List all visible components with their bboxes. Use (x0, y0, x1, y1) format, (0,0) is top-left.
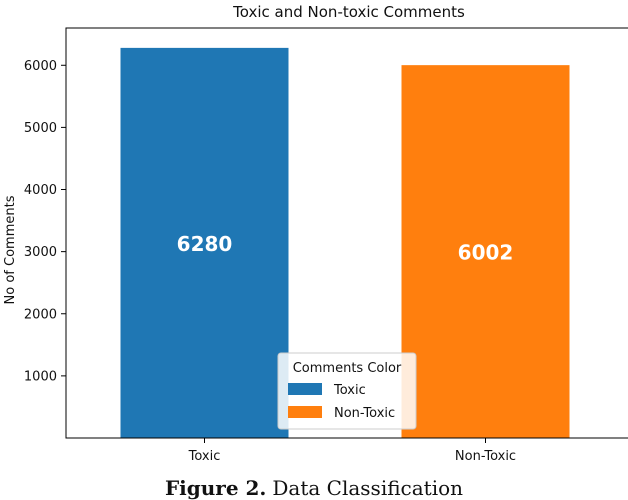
legend-swatch (288, 406, 322, 418)
y-tick-label: 6000 (24, 59, 57, 74)
bar-toxic (120, 47, 289, 439)
legend-entry-label: Toxic (333, 383, 366, 398)
y-tick-label: 2000 (24, 307, 57, 322)
bars-group (120, 47, 570, 439)
y-axis-ticks: 1000 2000 3000 4000 5000 6000 (24, 59, 66, 384)
legend: Comments Color Toxic Non-Toxic (277, 352, 417, 430)
y-axis-label: No of Comments (3, 195, 18, 304)
legend-title: Comments Color (293, 361, 402, 376)
bar-data-labels: 6280 6002 (177, 232, 514, 265)
y-tick-label: 1000 (24, 369, 57, 384)
chart-title: Toxic and Non-toxic Comments (232, 3, 465, 21)
x-tick-label: Non-Toxic (455, 449, 516, 464)
figure-caption-label: Figure 2. (164, 476, 267, 500)
legend-swatch (288, 383, 322, 395)
y-tick-label: 4000 (24, 183, 57, 198)
bar-non-toxic (401, 65, 570, 438)
figure-caption: Figure 2. Data Classification (0, 476, 628, 500)
bar-value-label: 6280 (177, 232, 233, 256)
bar-value-label: 6002 (458, 241, 514, 265)
legend-entry-label: Non-Toxic (334, 406, 395, 421)
y-tick-label: 5000 (24, 121, 57, 136)
figure-caption-text: Data Classification (272, 476, 464, 500)
x-tick-label: Toxic (188, 449, 221, 464)
y-tick-label: 3000 (24, 245, 57, 260)
plot-frame (65, 27, 628, 439)
x-axis-ticks: Toxic Non-Toxic (188, 438, 516, 464)
